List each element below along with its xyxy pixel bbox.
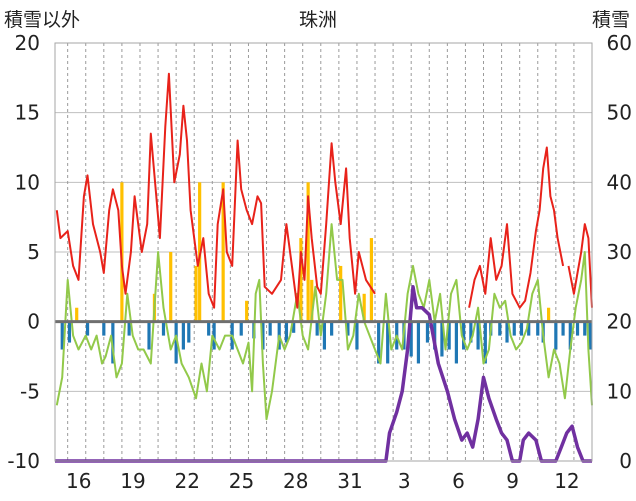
right-tick-label: 30 <box>607 240 632 264</box>
bar <box>306 182 310 322</box>
left-axis-ticks: 20 15 10 5 0 -5 -10 <box>7 31 40 473</box>
bar <box>187 321 191 343</box>
bar <box>483 321 487 364</box>
bar <box>181 321 185 350</box>
bar <box>330 321 334 336</box>
x-axis-ticks: 16 19 22 25 28 31 3 6 9 12 <box>66 469 580 493</box>
bar <box>536 321 540 336</box>
bar <box>299 238 303 322</box>
left-tick-label: 15 <box>15 101 40 125</box>
series-line <box>567 223 593 308</box>
bar <box>588 321 592 350</box>
bar <box>469 321 473 343</box>
bar <box>102 321 106 336</box>
bar <box>268 321 272 336</box>
bar <box>447 321 451 350</box>
chart-title: 珠洲 <box>299 9 337 31</box>
bar <box>245 300 249 322</box>
left-tick-label: 0 <box>27 310 40 334</box>
bar <box>60 321 64 350</box>
x-tick-label: 22 <box>174 469 199 493</box>
bar <box>527 321 531 336</box>
bar <box>174 321 178 364</box>
bar <box>369 238 374 322</box>
bar <box>355 321 359 350</box>
bar <box>440 321 444 357</box>
right-tick-label: 40 <box>607 170 632 194</box>
bar <box>346 321 350 336</box>
x-tick-label: 9 <box>506 469 519 493</box>
bar <box>416 321 421 364</box>
bar <box>575 321 580 336</box>
left-tick-label: -5 <box>20 379 40 403</box>
left-tick-label: 20 <box>15 31 40 55</box>
bar <box>505 321 509 343</box>
x-tick-label: 3 <box>398 469 411 493</box>
right-axis-ticks: 60 50 40 30 20 10 0 <box>607 31 632 473</box>
bar <box>339 265 343 322</box>
left-tick-label: 10 <box>15 170 40 194</box>
left-tick-label: -10 <box>7 449 40 473</box>
right-tick-label: 0 <box>619 449 632 473</box>
bar <box>583 321 587 336</box>
bar <box>194 265 198 322</box>
bar <box>362 293 366 322</box>
series-line <box>55 223 593 421</box>
x-tick-label: 25 <box>229 469 254 493</box>
x-tick-label: 19 <box>120 469 145 493</box>
bar <box>212 321 216 350</box>
bar <box>409 321 413 357</box>
bar <box>207 321 211 336</box>
right-tick-label: 50 <box>607 101 632 125</box>
line-series <box>55 72 593 463</box>
series-line <box>468 146 565 309</box>
bar <box>261 321 265 350</box>
bar <box>315 321 319 336</box>
bar <box>425 321 430 343</box>
right-tick-label: 60 <box>607 31 632 55</box>
bar <box>476 321 480 350</box>
x-tick-label: 31 <box>337 469 362 493</box>
bar <box>221 182 225 322</box>
plot-frame <box>54 42 593 462</box>
bar <box>322 321 327 350</box>
bar <box>67 321 72 343</box>
bar <box>454 321 458 364</box>
bar <box>127 321 131 336</box>
bar <box>554 321 558 350</box>
bar <box>161 321 166 336</box>
series-line <box>55 72 376 309</box>
x-tick-label: 28 <box>283 469 308 493</box>
bar <box>310 279 314 322</box>
bar <box>75 307 79 322</box>
bar <box>147 321 151 350</box>
x-tick-label: 16 <box>66 469 91 493</box>
x-tick-label: 6 <box>452 469 465 493</box>
bar <box>85 321 90 336</box>
bar <box>568 321 572 350</box>
bar <box>498 321 502 336</box>
bar <box>169 252 173 322</box>
bar <box>462 321 466 350</box>
left-axis-label: 積雪以外 <box>4 9 80 31</box>
bar <box>239 321 243 336</box>
right-tick-label: 20 <box>607 310 632 334</box>
bar <box>292 321 296 333</box>
bar <box>561 321 565 336</box>
right-axis-label: 積雪 <box>592 9 630 31</box>
bar <box>547 307 551 322</box>
bar <box>386 321 390 364</box>
bar <box>519 321 524 336</box>
right-tick-label: 10 <box>607 379 632 403</box>
left-tick-label: 5 <box>27 240 40 264</box>
bar <box>284 321 289 343</box>
x-tick-label: 12 <box>554 469 579 493</box>
bar <box>512 321 516 336</box>
series-line <box>55 285 592 463</box>
bar <box>377 321 381 364</box>
